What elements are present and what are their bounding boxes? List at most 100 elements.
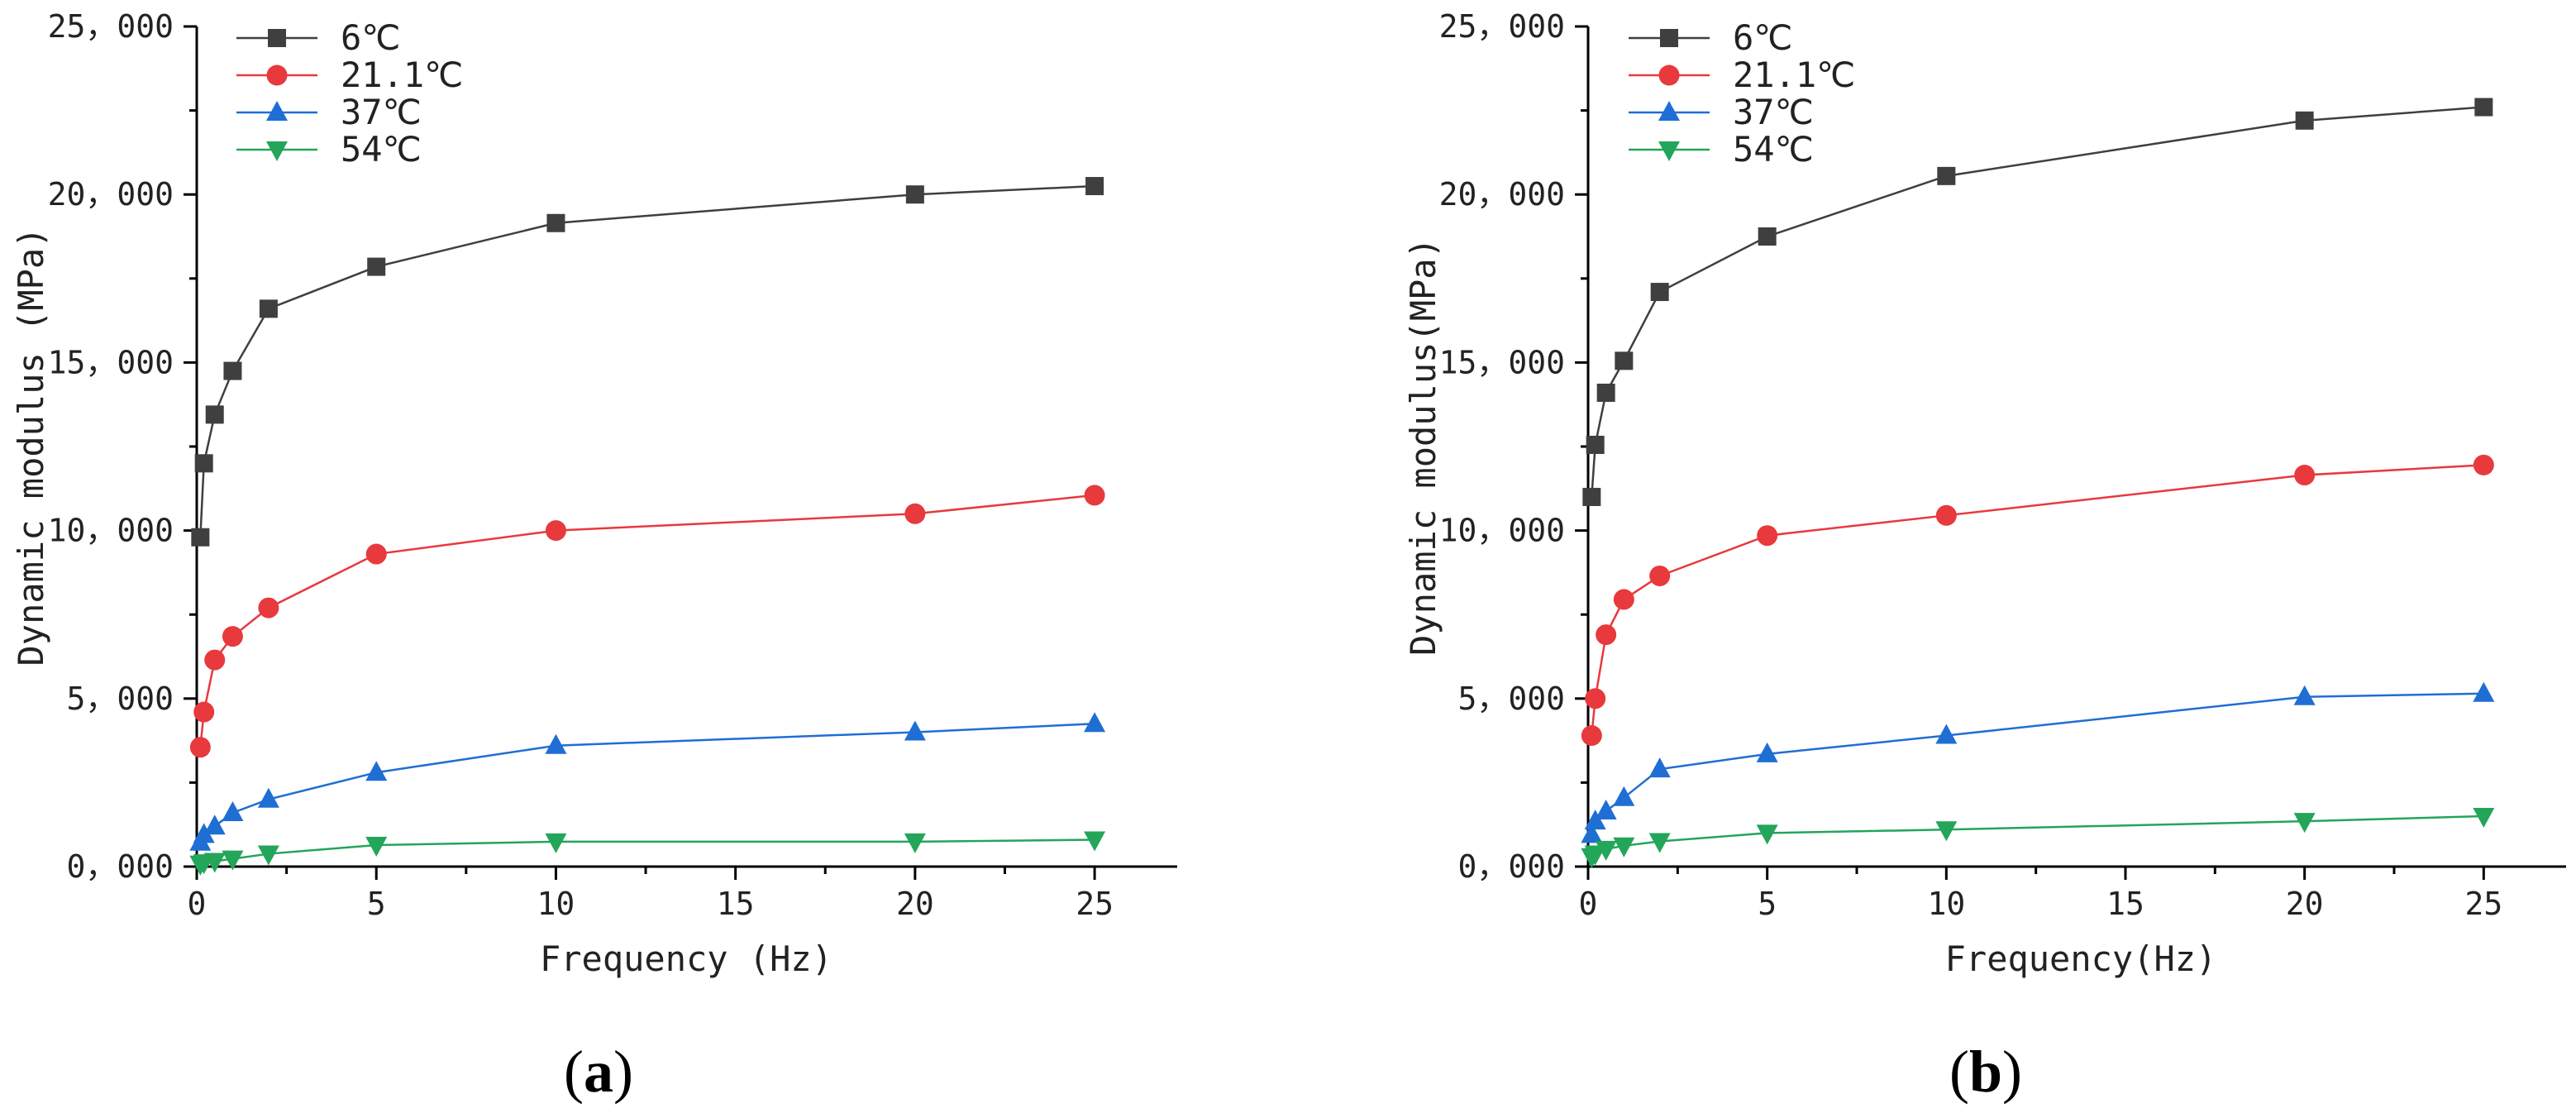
legend-marker: [266, 101, 288, 121]
data-point: [904, 833, 926, 853]
data-point: [2295, 111, 2314, 130]
data-point: [2474, 98, 2493, 117]
x-tick-label: 5: [367, 886, 386, 922]
data-point: [1585, 688, 1606, 709]
data-point: [1596, 383, 1615, 402]
series-line: [199, 723, 1095, 843]
y-tick-label: 0，000: [66, 848, 174, 885]
chart-panel-b: 0 5 10 15 20 25 0，000 5，000 10，000 15，000 20，000 25…: [1403, 8, 2566, 1105]
data-point: [2294, 465, 2316, 486]
data-point: [2473, 808, 2495, 829]
data-point: [367, 257, 386, 276]
legend: 6℃21.1℃37℃54℃: [236, 17, 463, 170]
data-point: [1584, 810, 1606, 830]
panel-label: (b): [1949, 1039, 2022, 1105]
data-point: [1935, 821, 1958, 842]
series-3: [1581, 808, 2495, 868]
panel-label-close: ): [613, 1039, 633, 1105]
y-tick-label: 0，000: [1457, 848, 1565, 885]
data-point: [191, 528, 210, 547]
series-3: [189, 831, 1106, 876]
legend-marker: [266, 141, 288, 161]
x-tick-label: 0: [188, 886, 207, 922]
x-tick-label: 25: [1076, 886, 1114, 922]
data-point: [1650, 283, 1669, 302]
series-1: [1581, 454, 2494, 747]
x-tick-label: 0: [1579, 886, 1598, 922]
data-point: [365, 836, 388, 857]
data-point: [546, 213, 565, 232]
x-tick-label: 20: [2286, 886, 2324, 922]
legend-label: 6℃: [341, 17, 400, 58]
y-axis-title: Dynamic modulus(MPa): [1403, 237, 1443, 656]
y-tick-label: 25，000: [1439, 8, 1565, 45]
series-2: [1581, 681, 2495, 843]
data-point: [2473, 681, 2495, 702]
data-point: [1582, 487, 1601, 506]
legend-label: 37℃: [341, 92, 422, 132]
data-point: [2473, 454, 2494, 475]
series-line: [1591, 814, 2484, 857]
y-tick-label: 5，000: [1457, 681, 1565, 717]
data-point: [365, 761, 388, 781]
x-tick-label: 5: [1758, 886, 1777, 922]
series-0: [1582, 98, 2493, 506]
data-point: [193, 823, 215, 843]
panel-label: (a): [564, 1039, 633, 1105]
data-point: [222, 800, 244, 821]
legend: 6℃21.1℃37℃54℃: [1629, 17, 1855, 170]
data-point: [2293, 813, 2316, 834]
data-point: [1613, 589, 1634, 610]
data-point: [257, 845, 279, 866]
data-point: [1613, 786, 1635, 806]
x-tick-label: 10: [1927, 886, 1965, 922]
data-point: [1756, 742, 1778, 762]
data-point: [1085, 177, 1104, 196]
data-point: [1581, 823, 1603, 843]
x-tick-label: 20: [896, 886, 934, 922]
data-point: [1084, 712, 1106, 733]
y-tick-label: 20，000: [1439, 176, 1565, 213]
data-point: [222, 626, 243, 647]
data-point: [205, 405, 224, 424]
legend-label: 21.1℃: [1733, 55, 1855, 95]
legend-marker: [1658, 101, 1680, 121]
legend-marker: [266, 64, 288, 86]
series-line: [199, 838, 1095, 865]
data-point: [1084, 485, 1105, 506]
x-tick-label: 15: [717, 886, 755, 922]
data-point: [194, 454, 213, 473]
series-1: [189, 485, 1105, 758]
data-point: [1758, 227, 1777, 246]
x-axis-title: Frequency(Hz): [1945, 939, 2217, 979]
series-line: [1591, 692, 2484, 835]
panel-label-letter: b: [1969, 1039, 2002, 1105]
legend-label: 54℃: [1733, 129, 1814, 170]
x-tick-label: 15: [2106, 886, 2144, 922]
y-tick-label: 20，000: [48, 176, 174, 213]
data-point: [222, 850, 244, 871]
panel-label-letter: a: [584, 1039, 613, 1105]
data-point: [189, 737, 211, 758]
data-point: [365, 543, 387, 565]
data-point: [1586, 435, 1605, 454]
y-tick-label: 5，000: [66, 681, 174, 717]
panel-label-close: ): [2002, 1039, 2022, 1105]
data-point: [1595, 799, 1617, 819]
y-tick-label: 15，000: [1439, 344, 1565, 380]
data-point: [193, 701, 215, 723]
data-point: [1935, 724, 1958, 744]
data-point: [1649, 565, 1671, 586]
data-point: [904, 720, 926, 741]
data-point: [1581, 725, 1602, 747]
y-tick-label: 10，000: [1439, 513, 1565, 549]
data-point: [1615, 351, 1634, 370]
series-line: [1591, 106, 2484, 498]
data-point: [2293, 685, 2316, 705]
series-line: [199, 184, 1095, 537]
legend-label: 37℃: [1733, 92, 1814, 132]
legend-marker: [268, 29, 286, 47]
legend-marker: [1660, 29, 1678, 47]
data-point: [1084, 831, 1106, 852]
